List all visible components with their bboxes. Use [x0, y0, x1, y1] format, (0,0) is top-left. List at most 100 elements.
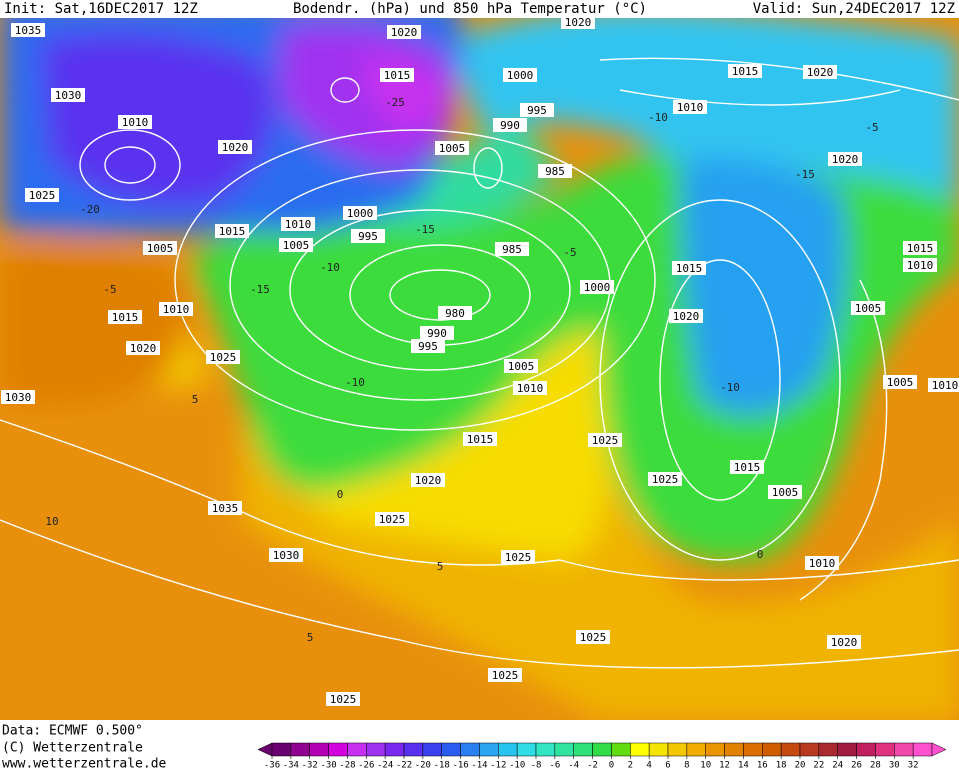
scale-label: 0 — [609, 761, 614, 770]
scale-box — [837, 742, 857, 757]
isobar-label: 1005 — [508, 360, 535, 373]
scale-box — [856, 742, 876, 757]
isobar-label-box — [827, 635, 861, 649]
isobar-label-box — [159, 302, 193, 316]
isobar-label-box — [438, 306, 472, 320]
scale-box — [516, 742, 537, 757]
scale-label: 20 — [795, 761, 806, 770]
isobar-label: 985 — [502, 243, 522, 256]
scale-label: 16 — [757, 761, 768, 770]
isobar-label: 1020 — [807, 66, 834, 79]
scale-box — [479, 742, 499, 757]
scale-label: -8 — [531, 761, 542, 770]
temperature-label: -5 — [103, 283, 116, 296]
map-title: Bodendr. (hPa) und 850 hPa Temperatur (°… — [293, 1, 647, 17]
temperature-label: -5 — [865, 121, 878, 134]
isobar-label-box — [503, 68, 537, 82]
map-labels: 1035 1030 1010 1020 1025 1005 1015 1010 1005 1000… — [1, 15, 959, 706]
isobar-label: 1030 — [273, 549, 300, 562]
isobar-label-box — [588, 433, 622, 447]
temperature-label: 10 — [45, 515, 58, 528]
isobar-label-box — [580, 280, 614, 294]
isobar-label: 1020 — [391, 26, 418, 39]
isobar-label-box — [728, 64, 762, 78]
isobar-label: 1000 — [507, 69, 534, 82]
isobar-label: 1025 — [505, 551, 532, 564]
scale-box — [554, 742, 574, 757]
scale-box — [460, 742, 480, 757]
isobar-label-box — [828, 152, 862, 166]
scale-box — [667, 742, 688, 757]
isobar-label: 1030 — [55, 89, 82, 102]
scale-label: -4 — [568, 761, 579, 770]
isobar-label: 1025 — [492, 669, 519, 682]
scale-box — [705, 742, 725, 757]
isobars — [0, 57, 959, 669]
scale-label: -6 — [549, 761, 560, 770]
isobar-label: 1025 — [330, 693, 357, 706]
scale-box — [724, 742, 744, 757]
scale-box — [498, 742, 518, 757]
isobar-label-box — [218, 140, 252, 154]
scale-box — [366, 742, 386, 757]
isobar-label: 1010 — [677, 101, 704, 114]
scale-box — [875, 742, 895, 757]
isobar-label: 1025 — [580, 631, 607, 644]
scale-label: -14 — [471, 761, 487, 770]
isobar-label-box — [495, 242, 529, 256]
scale-box — [290, 742, 310, 757]
scale-label: -32 — [302, 761, 318, 770]
temperature-label: -25 — [385, 96, 405, 109]
isobar-label-box — [25, 188, 59, 202]
isobar-label: 1010 — [932, 379, 959, 392]
isobar-label: 1005 — [855, 302, 882, 315]
scale-box — [762, 742, 782, 757]
isobar-label-box — [501, 550, 535, 564]
scale-box — [271, 742, 292, 757]
isobar-label: 995 — [527, 104, 547, 117]
isobar-label: 1000 — [584, 281, 611, 294]
scale-box — [441, 742, 461, 757]
isobar-label: 1010 — [285, 218, 312, 231]
scale-box — [686, 742, 706, 757]
isobar-label-box — [672, 261, 706, 275]
isobar-label: 1015 — [219, 225, 246, 238]
isobar-label: 1035 — [212, 502, 239, 515]
isobar-label: 1015 — [112, 311, 139, 324]
temperature-label: -15 — [415, 223, 435, 236]
isobar-label-box — [143, 241, 177, 255]
scale-label: 28 — [870, 761, 881, 770]
isobar-label-box — [493, 118, 527, 132]
isobar-label-box — [488, 668, 522, 682]
isobar-label-box — [411, 339, 445, 353]
website: www.wetterzentrale.de — [2, 757, 167, 770]
isobar-label: 1005 — [439, 142, 466, 155]
scale-box — [648, 742, 669, 757]
isobar-label-box — [669, 309, 703, 323]
temperature-label: -15 — [795, 168, 815, 181]
isobar-label-box — [538, 164, 572, 178]
isobar-label-box — [351, 229, 385, 243]
scale-label: -36 — [264, 761, 280, 770]
scale-label: 24 — [832, 761, 843, 770]
isobar-label: 1010 — [809, 557, 836, 570]
isobar-label-box — [215, 224, 249, 238]
isobar-label-box — [673, 100, 707, 114]
scale-label: -22 — [396, 761, 412, 770]
scale-label: -24 — [377, 761, 393, 770]
isobar-label-box — [903, 241, 937, 255]
scale-label: -34 — [283, 761, 299, 770]
scale-box — [328, 742, 348, 757]
scale-label: 22 — [813, 761, 824, 770]
scale-label: -12 — [490, 761, 506, 770]
isobar-label: 980 — [445, 307, 465, 320]
isobar-label-box — [411, 473, 445, 487]
copyright: (C) Wetterzentrale — [2, 741, 143, 756]
isobar-label: 1030 — [5, 391, 32, 404]
scale-label: -18 — [434, 761, 450, 770]
isobar-label-box — [375, 512, 409, 526]
temperature-label: 0 — [757, 548, 764, 561]
scale-box — [630, 742, 650, 757]
valid-time: Valid: Sun,24DEC2017 12Z — [753, 1, 955, 17]
